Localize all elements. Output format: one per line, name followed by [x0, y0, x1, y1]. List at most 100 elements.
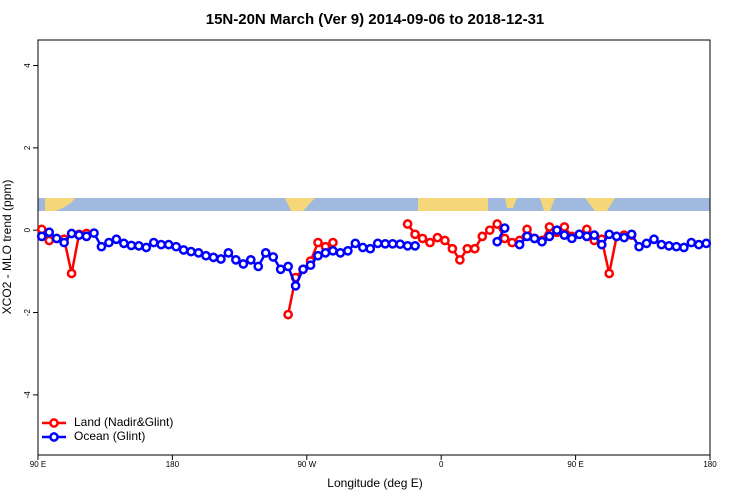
data-point — [298, 264, 308, 275]
data-point — [402, 219, 413, 229]
data-point — [544, 231, 555, 242]
data-point — [567, 233, 577, 244]
y-tick-label: 0 — [23, 227, 32, 232]
data-point — [141, 242, 152, 253]
data-point — [290, 280, 301, 291]
data-point — [350, 238, 361, 249]
data-point — [89, 228, 99, 238]
data-point — [499, 233, 510, 244]
data-point — [537, 236, 547, 247]
data-point — [634, 241, 644, 252]
data-point — [186, 246, 196, 257]
data-point — [641, 238, 652, 249]
data-point — [313, 237, 323, 248]
x-tick-label: 90 W — [297, 460, 316, 469]
data-point — [111, 234, 122, 245]
data-point — [492, 219, 503, 229]
data-point — [238, 259, 249, 269]
data-point — [104, 237, 114, 248]
data-point — [559, 222, 570, 232]
data-point — [268, 252, 279, 262]
data-point — [447, 243, 458, 254]
data-point — [649, 234, 659, 245]
data-point — [357, 242, 368, 253]
data-point — [626, 229, 637, 240]
data-point — [387, 238, 398, 249]
data-point — [201, 250, 211, 261]
data-point — [656, 239, 667, 250]
data-point — [59, 237, 69, 248]
data-point — [328, 237, 338, 248]
data-point — [343, 245, 353, 256]
data-point — [410, 229, 420, 240]
data-point — [679, 242, 689, 253]
data-point — [283, 309, 293, 320]
data-point — [507, 237, 517, 248]
data-point — [81, 231, 92, 242]
data-point — [581, 231, 592, 242]
x-tick-label: 0 — [439, 460, 444, 469]
data-point — [596, 239, 607, 250]
data-point — [133, 241, 144, 251]
data-point — [671, 241, 682, 252]
data-point — [36, 231, 47, 242]
legend-marker — [49, 418, 59, 428]
y-tick-label: 4 — [23, 63, 32, 68]
data-point — [469, 243, 480, 254]
data-point — [365, 243, 376, 254]
data-point — [44, 235, 55, 246]
data-point — [66, 228, 77, 239]
chart-title: 15N-20N March (Ver 9) 2014-09-06 to 2018… — [206, 11, 545, 28]
y-tick-label: -2 — [23, 308, 32, 316]
data-point — [559, 230, 570, 240]
data-point — [74, 230, 84, 240]
data-point — [514, 239, 525, 250]
data-point — [686, 237, 697, 248]
data-point — [380, 238, 391, 249]
data-point — [664, 241, 674, 251]
data-point — [604, 229, 615, 240]
data-point — [410, 241, 420, 251]
data-point — [231, 255, 241, 265]
data-point — [432, 232, 443, 243]
data-point — [552, 225, 562, 236]
data-point — [44, 227, 55, 238]
data-point — [499, 223, 510, 233]
data-point — [477, 231, 488, 242]
data-point — [455, 255, 465, 265]
y-axis-label: XCO2 - MLO trend (ppm) — [0, 180, 14, 315]
data-point — [335, 248, 346, 258]
data-point — [611, 231, 622, 242]
y-tick-label: 2 — [23, 145, 32, 150]
legend-label: Land (Nadir&Glint) — [74, 415, 173, 429]
data-point — [253, 261, 264, 272]
data-point — [283, 261, 293, 272]
data-point — [522, 231, 532, 242]
data-point — [163, 239, 174, 250]
data-point — [529, 233, 540, 244]
data-point — [492, 236, 503, 247]
data-point — [425, 237, 435, 248]
data-point — [544, 222, 555, 232]
data-point — [417, 233, 428, 244]
data-point — [484, 225, 495, 236]
data-point — [313, 250, 323, 261]
data-point — [216, 254, 226, 264]
y-tick-label: -4 — [23, 391, 32, 399]
data-point — [395, 239, 405, 250]
data-point — [701, 238, 712, 249]
data-point — [208, 252, 219, 263]
x-axis-label: Longitude (deg E) — [327, 476, 422, 490]
map-strip — [38, 198, 710, 211]
data-point — [275, 264, 286, 275]
x-tick-label: 180 — [166, 460, 180, 469]
data-point — [148, 237, 159, 248]
legend-label: Ocean (Glint) — [74, 429, 145, 443]
data-point — [156, 239, 167, 250]
x-tick-label: 90 E — [567, 460, 583, 469]
x-tick-label: 180 — [703, 460, 717, 469]
data-point — [223, 248, 234, 258]
data-point — [619, 232, 629, 243]
data-point — [440, 235, 450, 246]
